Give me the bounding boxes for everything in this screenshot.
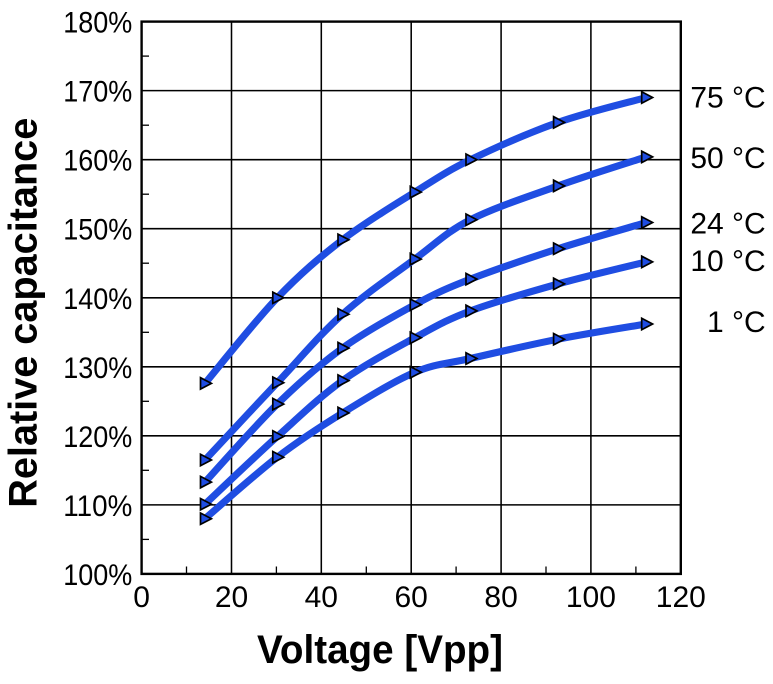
- svg-text:150%: 150%: [63, 214, 132, 247]
- svg-text:50 °C: 50 °C: [690, 142, 765, 175]
- svg-text:40: 40: [305, 581, 338, 614]
- svg-text:170%: 170%: [63, 76, 132, 109]
- svg-text:1 °C: 1 °C: [707, 306, 766, 339]
- svg-text:100: 100: [566, 581, 616, 614]
- svg-text:Voltage [Vpp]: Voltage [Vpp]: [257, 628, 503, 672]
- svg-text:80: 80: [484, 581, 517, 614]
- svg-text:60: 60: [395, 581, 428, 614]
- svg-text:10 °C: 10 °C: [690, 245, 765, 278]
- svg-text:110%: 110%: [63, 490, 132, 523]
- svg-text:130%: 130%: [63, 352, 132, 385]
- svg-text:20: 20: [215, 581, 248, 614]
- svg-text:75 °C: 75 °C: [690, 81, 765, 114]
- svg-text:160%: 160%: [63, 145, 132, 178]
- svg-text:180%: 180%: [63, 7, 132, 40]
- svg-text:120%: 120%: [63, 421, 132, 454]
- svg-text:140%: 140%: [63, 283, 132, 316]
- svg-text:0: 0: [133, 581, 150, 614]
- svg-text:24 °C: 24 °C: [690, 208, 765, 241]
- svg-text:120: 120: [656, 581, 706, 614]
- svg-text:100%: 100%: [63, 559, 132, 592]
- svg-text:Relative capacitance: Relative capacitance: [2, 118, 46, 508]
